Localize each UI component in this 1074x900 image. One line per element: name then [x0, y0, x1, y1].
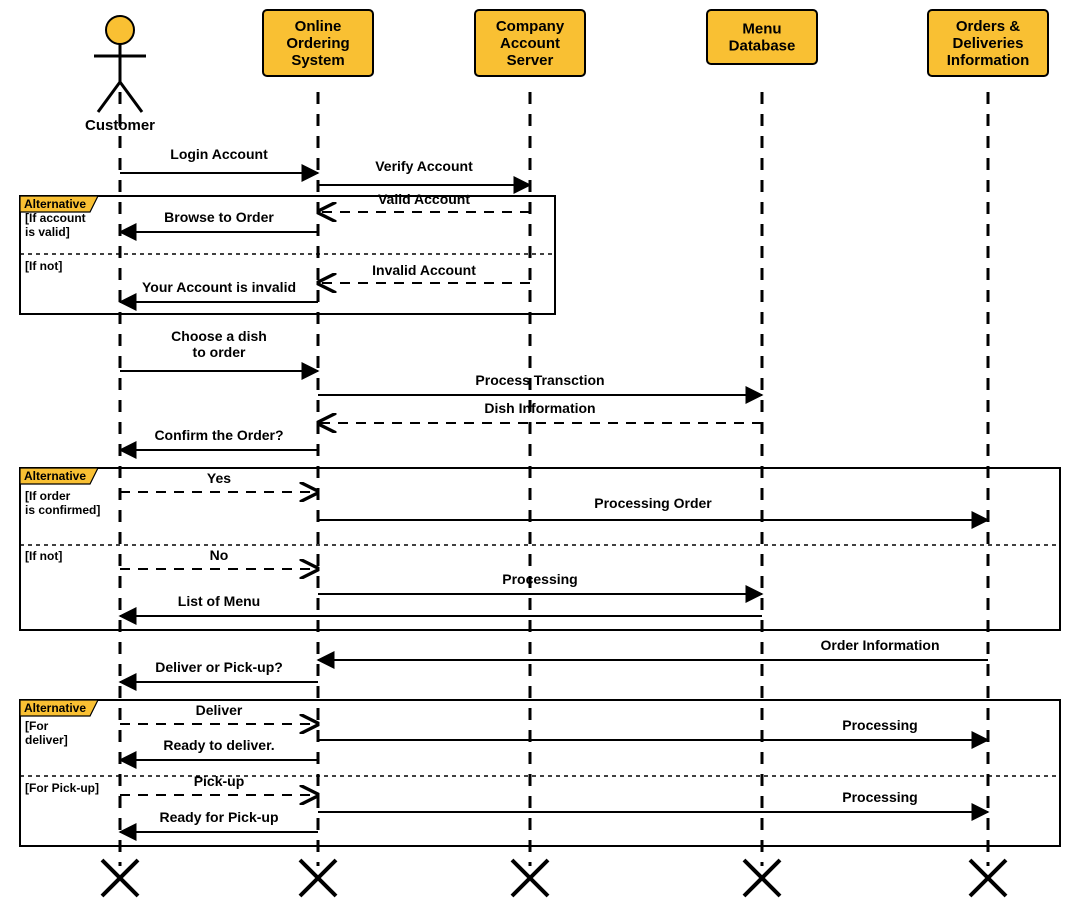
actor-label: Customer — [85, 117, 155, 134]
message: Processing — [318, 789, 988, 812]
message-label: Ready for Pick-up — [159, 809, 278, 825]
participant-label: Information — [947, 52, 1030, 69]
message-label: Browse to Order — [164, 209, 274, 225]
message: List of Menu — [120, 593, 762, 616]
message-label: Choose a dish — [171, 328, 267, 344]
message: Process Transction — [318, 372, 762, 395]
message-label: Login Account — [170, 146, 268, 162]
message: Confirm the Order? — [120, 427, 318, 450]
alt-label: Alternative — [24, 701, 86, 715]
participant-label: Orders & — [956, 18, 1020, 35]
alt-guard: is confirmed] — [25, 503, 100, 517]
alt-label: Alternative — [24, 469, 86, 483]
message: Ready for Pick-up — [120, 809, 318, 832]
message-label: Ready to deliver. — [163, 737, 274, 753]
participant-label: Company — [496, 18, 565, 35]
alt-guard: deliver] — [25, 733, 68, 747]
message: Processing — [318, 717, 988, 740]
message: Login Account — [120, 146, 318, 173]
participant-odi: Orders &DeliveriesInformation — [928, 10, 1048, 76]
alt-frame: Alternative[If accountis valid] [If not] — [20, 196, 555, 314]
message-label: Deliver — [196, 702, 243, 718]
participant-label: Database — [729, 38, 796, 55]
message-label: Processing Order — [594, 495, 712, 511]
message-label: Valid Account — [378, 191, 470, 207]
participant-label: System — [291, 52, 344, 69]
alt-guard: [For — [25, 719, 49, 733]
participant-label: Server — [507, 52, 554, 69]
message-label: Order Information — [820, 637, 939, 653]
alt-guard: [For Pick-up] — [25, 781, 99, 795]
message-label: Processing — [842, 789, 917, 805]
message: Valid Account — [318, 191, 530, 212]
sequence-diagram: Alternative[If accountis valid][If not]A… — [0, 0, 1074, 900]
message-label: Confirm the Order? — [154, 427, 283, 443]
alt-label: Alternative — [24, 197, 86, 211]
message-label: List of Menu — [178, 593, 260, 609]
message: Order Information — [318, 637, 988, 660]
message-label: to order — [193, 344, 246, 360]
participant-label: Deliveries — [953, 35, 1024, 52]
message-label: Pick-up — [194, 773, 245, 789]
participant-label: Account — [500, 35, 560, 52]
message: Dish Information — [318, 400, 762, 423]
message-label: No — [210, 547, 229, 563]
message: No — [120, 547, 318, 569]
alt-guard: [If not] — [25, 259, 62, 273]
message: Yes — [120, 470, 318, 492]
message-label: Processing — [502, 571, 577, 587]
participant-label: Online — [295, 18, 342, 35]
message-label: Your Account is invalid — [142, 279, 296, 295]
message-label: Processing — [842, 717, 917, 733]
message: Processing Order — [318, 495, 988, 520]
message: Deliver — [120, 702, 318, 724]
message-label: Yes — [207, 470, 231, 486]
message: Invalid Account — [318, 262, 530, 283]
message: Processing — [318, 571, 762, 594]
message-label: Deliver or Pick-up? — [155, 659, 283, 675]
participant-mdb: MenuDatabase — [707, 10, 817, 64]
participant-label: Menu — [742, 21, 781, 38]
message: Your Account is invalid — [120, 279, 318, 302]
message-label: Process Transction — [475, 372, 604, 388]
message: Verify Account — [318, 158, 530, 185]
participant-oos: OnlineOrderingSystem — [263, 10, 373, 76]
alt-guard: is valid] — [25, 225, 70, 239]
alt-guard: [If account — [25, 211, 86, 225]
actor-customer: Customer — [85, 16, 155, 134]
participant-label: Ordering — [286, 35, 349, 52]
message: Ready to deliver. — [120, 737, 318, 760]
message: Deliver or Pick-up? — [120, 659, 318, 682]
message: Browse to Order — [120, 209, 318, 232]
message-label: Dish Information — [484, 400, 595, 416]
message-label: Verify Account — [375, 158, 473, 174]
alt-guard: [If order — [25, 489, 71, 503]
alt-guard: [If not] — [25, 549, 62, 563]
message-label: Invalid Account — [372, 262, 476, 278]
participant-cas: CompanyAccountServer — [475, 10, 585, 76]
message: Choose a dishto order — [120, 328, 318, 371]
